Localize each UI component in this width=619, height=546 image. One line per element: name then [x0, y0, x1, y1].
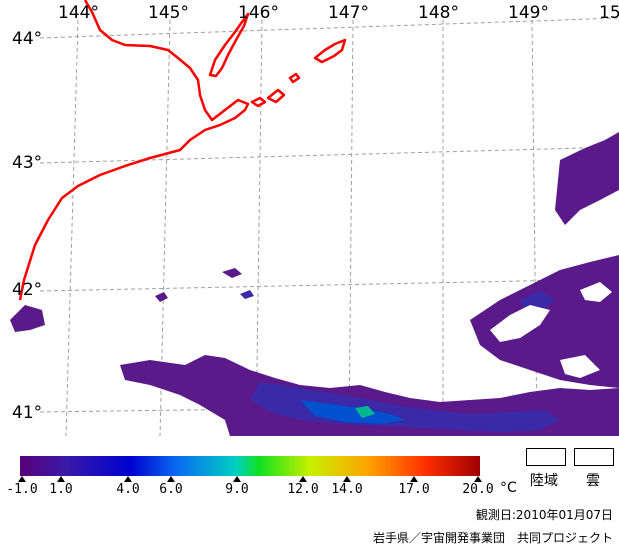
- lon-label: 145°: [148, 3, 189, 23]
- color-bar-gradient: [20, 456, 480, 476]
- longitude-labels: 144° 145° 146° 147° 148° 149° 15: [58, 3, 619, 23]
- tick-marks: [18, 476, 482, 482]
- etorofu-island: [313, 38, 347, 64]
- legend-tick-label: 6.0: [159, 482, 183, 497]
- land-key-swatch: [526, 448, 566, 466]
- sst-patch: [240, 290, 254, 299]
- legend-tick-label: 12.0: [287, 482, 319, 497]
- meridian: [65, 19, 79, 436]
- shikotan-island: [250, 96, 267, 108]
- cloud-area: [490, 305, 550, 342]
- lon-label: 147°: [328, 3, 369, 23]
- observation-date: 観測日:2010年01月07日: [475, 508, 613, 522]
- legend-tick-label: 4.0: [116, 482, 140, 497]
- kunashir-island: [208, 12, 250, 78]
- sst-patch: [470, 255, 619, 388]
- sst-patch: [355, 406, 375, 418]
- lat-label: 44°: [12, 29, 42, 49]
- lon-label: 146°: [238, 3, 279, 23]
- sst-patch: [222, 268, 242, 278]
- meridian: [531, 19, 538, 436]
- hokkaido-coast: [18, 0, 250, 301]
- lon-label: 15: [599, 3, 619, 23]
- sst-patch: [10, 305, 45, 332]
- coastline: [18, 0, 347, 301]
- legend-tick-label: -1.0: [6, 482, 38, 497]
- parallel: [39, 146, 619, 164]
- land-key-label: 陸域: [530, 473, 558, 489]
- latitude-labels: 44° 43° 42° 41°: [12, 29, 42, 423]
- sst-patches: [10, 132, 619, 436]
- lon-label: 149°: [508, 3, 549, 23]
- habomai-islets: [266, 88, 286, 104]
- legend: [0, 436, 619, 546]
- lon-label: 148°: [418, 3, 459, 23]
- parallel: [39, 17, 619, 39]
- lat-label: 42°: [12, 280, 42, 300]
- legend-tick-label: 9.0: [225, 482, 249, 497]
- cloud-area: [580, 282, 612, 302]
- sea-surface-temperature-map: 144° 145° 146° 147° 148° 149° 15 44° 43°…: [10, 0, 619, 436]
- meridian: [255, 19, 263, 436]
- legend-tick-label: 17.0: [398, 482, 430, 497]
- lat-label: 41°: [12, 403, 42, 423]
- credit-text: 岩手県／宇宙開発事業団 共同プロジェクト: [372, 531, 613, 545]
- legend-tick-label: 1.0: [49, 482, 73, 497]
- cloud-areas: [490, 282, 612, 378]
- color-bar: [18, 456, 482, 482]
- cloud-area: [560, 355, 600, 378]
- cloud-key-swatch: [574, 448, 614, 466]
- cloud-key-label: 雲: [586, 473, 600, 489]
- sst-patch: [300, 400, 405, 424]
- lon-label: 144°: [58, 3, 99, 23]
- meridian: [348, 19, 354, 436]
- legend-tick-label: 14.0: [331, 482, 363, 497]
- temperature-unit: °C: [500, 480, 517, 496]
- legend-tick-label: 20.0: [462, 482, 494, 497]
- sst-patch: [155, 292, 168, 302]
- parallel: [39, 278, 619, 292]
- habomai-islets-2: [288, 72, 301, 84]
- sst-patch: [555, 132, 619, 225]
- lat-label: 43°: [12, 153, 42, 173]
- sst-patch: [250, 382, 560, 432]
